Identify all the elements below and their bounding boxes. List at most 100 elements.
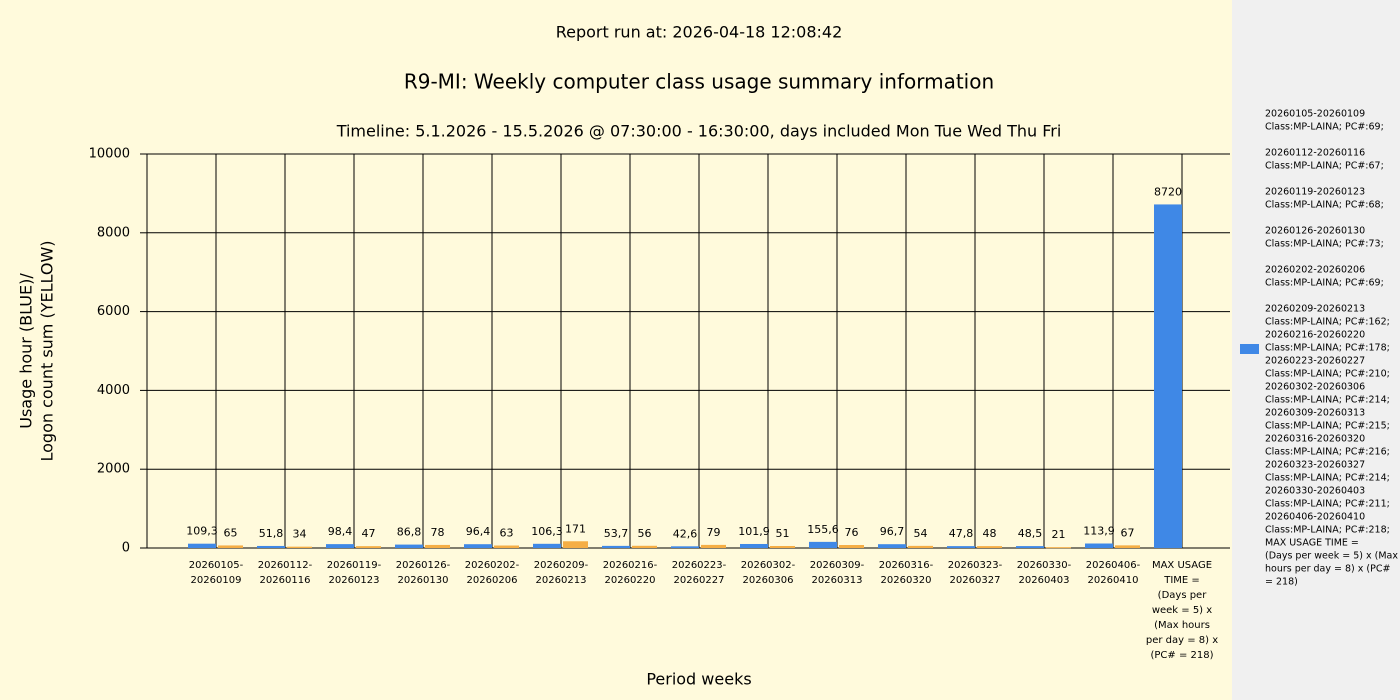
legend-label: Class:MP-LAINA; PC#:214; bbox=[1265, 473, 1390, 484]
bar bbox=[878, 544, 906, 548]
legend-swatch bbox=[1240, 344, 1259, 354]
y-tick-label: 4000 bbox=[97, 383, 130, 398]
value-label: 65 bbox=[224, 526, 238, 539]
legend-label: 20260316-20260320 bbox=[1265, 434, 1365, 445]
x-tick-label: 20260130 bbox=[398, 575, 449, 586]
value-label: 54 bbox=[914, 527, 928, 540]
bar bbox=[533, 543, 561, 548]
value-label: 96,7 bbox=[880, 525, 905, 538]
y-tick-label: 6000 bbox=[97, 304, 130, 319]
x-tick-label: 20260327 bbox=[950, 575, 1001, 586]
legend-label: hours per day = 8) x (PC# bbox=[1265, 564, 1390, 575]
x-tick-label: 20260209- bbox=[534, 560, 589, 571]
legend-label: Class:MP-LAINA; PC#:214; bbox=[1265, 395, 1390, 406]
x-tick-label: 20260223- bbox=[672, 560, 727, 571]
bar bbox=[1016, 546, 1044, 548]
x-tick-label: 20260313 bbox=[812, 575, 863, 586]
y-tick-label: 10000 bbox=[89, 147, 130, 162]
x-tick-label: 20260406- bbox=[1086, 560, 1141, 571]
legend-label: Class:MP-LAINA; PC#:69; bbox=[1265, 122, 1384, 133]
legend-label: 20260406-20260410 bbox=[1265, 512, 1365, 523]
value-label: 86,8 bbox=[397, 526, 422, 539]
x-tick-label: 20260105- bbox=[189, 560, 244, 571]
value-label: 96,4 bbox=[466, 525, 491, 538]
value-label: 79 bbox=[707, 526, 721, 539]
legend-label: 20260216-20260220 bbox=[1265, 330, 1365, 341]
value-label: 171 bbox=[565, 522, 586, 535]
legend-label: Class:MP-LAINA; PC#:69; bbox=[1265, 278, 1384, 289]
bar bbox=[218, 545, 243, 548]
x-tick-label: 20260116 bbox=[260, 575, 311, 586]
legend-label: 20260223-20260227 bbox=[1265, 356, 1365, 367]
x-tick-label: 20260216- bbox=[603, 560, 658, 571]
x-tick-label: TIME = bbox=[1163, 575, 1200, 586]
value-label: 34 bbox=[293, 528, 307, 541]
bar bbox=[395, 544, 423, 548]
legend-label: Class:MP-LAINA; PC#:67; bbox=[1265, 161, 1384, 172]
legend-label: Class:MP-LAINA; PC#:73; bbox=[1265, 239, 1384, 250]
legend-label: 20260105-20260109 bbox=[1265, 109, 1365, 120]
bar bbox=[494, 545, 519, 548]
legend-label: Class:MP-LAINA; PC#:216; bbox=[1265, 447, 1390, 458]
value-label: 78 bbox=[431, 526, 445, 539]
x-tick-label: 20260119- bbox=[327, 560, 382, 571]
x-tick-label: (Max hours bbox=[1154, 620, 1210, 631]
bar bbox=[701, 544, 726, 548]
value-label: 21 bbox=[1052, 528, 1066, 541]
legend-label: 20260323-20260327 bbox=[1265, 460, 1365, 471]
bar bbox=[632, 545, 657, 548]
report-run: Report run at: 2026-04-18 12:08:42 bbox=[556, 23, 843, 42]
x-tick-label: 20260213 bbox=[536, 575, 587, 586]
x-tick-label: week = 5) x bbox=[1152, 605, 1212, 616]
legend-label: MAX USAGE TIME = bbox=[1265, 538, 1359, 549]
bar bbox=[671, 546, 699, 548]
legend-label: 20260112-20260116 bbox=[1265, 148, 1365, 159]
value-label: 155,6 bbox=[807, 523, 839, 536]
bar bbox=[1115, 545, 1140, 548]
value-label: 47 bbox=[362, 527, 376, 540]
bar bbox=[977, 546, 1002, 548]
value-label: 53,7 bbox=[604, 527, 629, 540]
x-tick-label: 20260330- bbox=[1017, 560, 1072, 571]
x-tick-label: 20260202- bbox=[465, 560, 520, 571]
bar bbox=[1154, 204, 1182, 548]
legend-label: 20260126-20260130 bbox=[1265, 226, 1365, 237]
legend-label: 20260309-20260313 bbox=[1265, 408, 1365, 419]
legend-label: (Days per week = 5) x (Max bbox=[1265, 551, 1398, 562]
x-tick-label: 20260112- bbox=[258, 560, 313, 571]
legend-label: Class:MP-LAINA; PC#:210; bbox=[1265, 369, 1390, 380]
legend-label: 20260209-20260213 bbox=[1265, 304, 1365, 315]
x-tick-label: 20260220 bbox=[605, 575, 656, 586]
value-label: 113,9 bbox=[1083, 525, 1115, 538]
x-tick-label: 20260227 bbox=[674, 575, 725, 586]
value-label: 8720 bbox=[1154, 185, 1182, 198]
bar bbox=[740, 543, 768, 548]
legend-label: Class:MP-LAINA; PC#:178; bbox=[1265, 343, 1390, 354]
x-tick-label: MAX USAGE bbox=[1152, 560, 1212, 571]
value-label: 98,4 bbox=[328, 525, 353, 538]
x-tick-label: 20260410 bbox=[1088, 575, 1139, 586]
value-label: 51 bbox=[776, 527, 790, 540]
x-tick-label: (PC# = 218) bbox=[1150, 650, 1213, 661]
legend-label: Class:MP-LAINA; PC#:162; bbox=[1265, 317, 1390, 328]
legend-label: Class:MP-LAINA; PC#:211; bbox=[1265, 499, 1390, 510]
bar bbox=[425, 544, 450, 548]
bar bbox=[809, 541, 837, 548]
x-tick-label: 20260309- bbox=[810, 560, 865, 571]
value-label: 51,8 bbox=[259, 527, 284, 540]
x-axis-label: Period weeks bbox=[646, 670, 751, 689]
x-tick-label: 20260302- bbox=[741, 560, 796, 571]
bar bbox=[287, 546, 312, 548]
y-tick-label: 0 bbox=[122, 541, 130, 556]
legend-label: 20260330-20260403 bbox=[1265, 486, 1365, 497]
y-tick-label: 2000 bbox=[97, 462, 130, 477]
x-tick-label: 20260323- bbox=[948, 560, 1003, 571]
x-tick-label: 20260403 bbox=[1019, 575, 1070, 586]
bar bbox=[908, 545, 933, 548]
value-label: 63 bbox=[500, 527, 514, 540]
bar bbox=[464, 544, 492, 548]
legend-panel bbox=[1232, 0, 1400, 700]
legend-label: 20260302-20260306 bbox=[1265, 382, 1365, 393]
value-label: 76 bbox=[845, 526, 859, 539]
